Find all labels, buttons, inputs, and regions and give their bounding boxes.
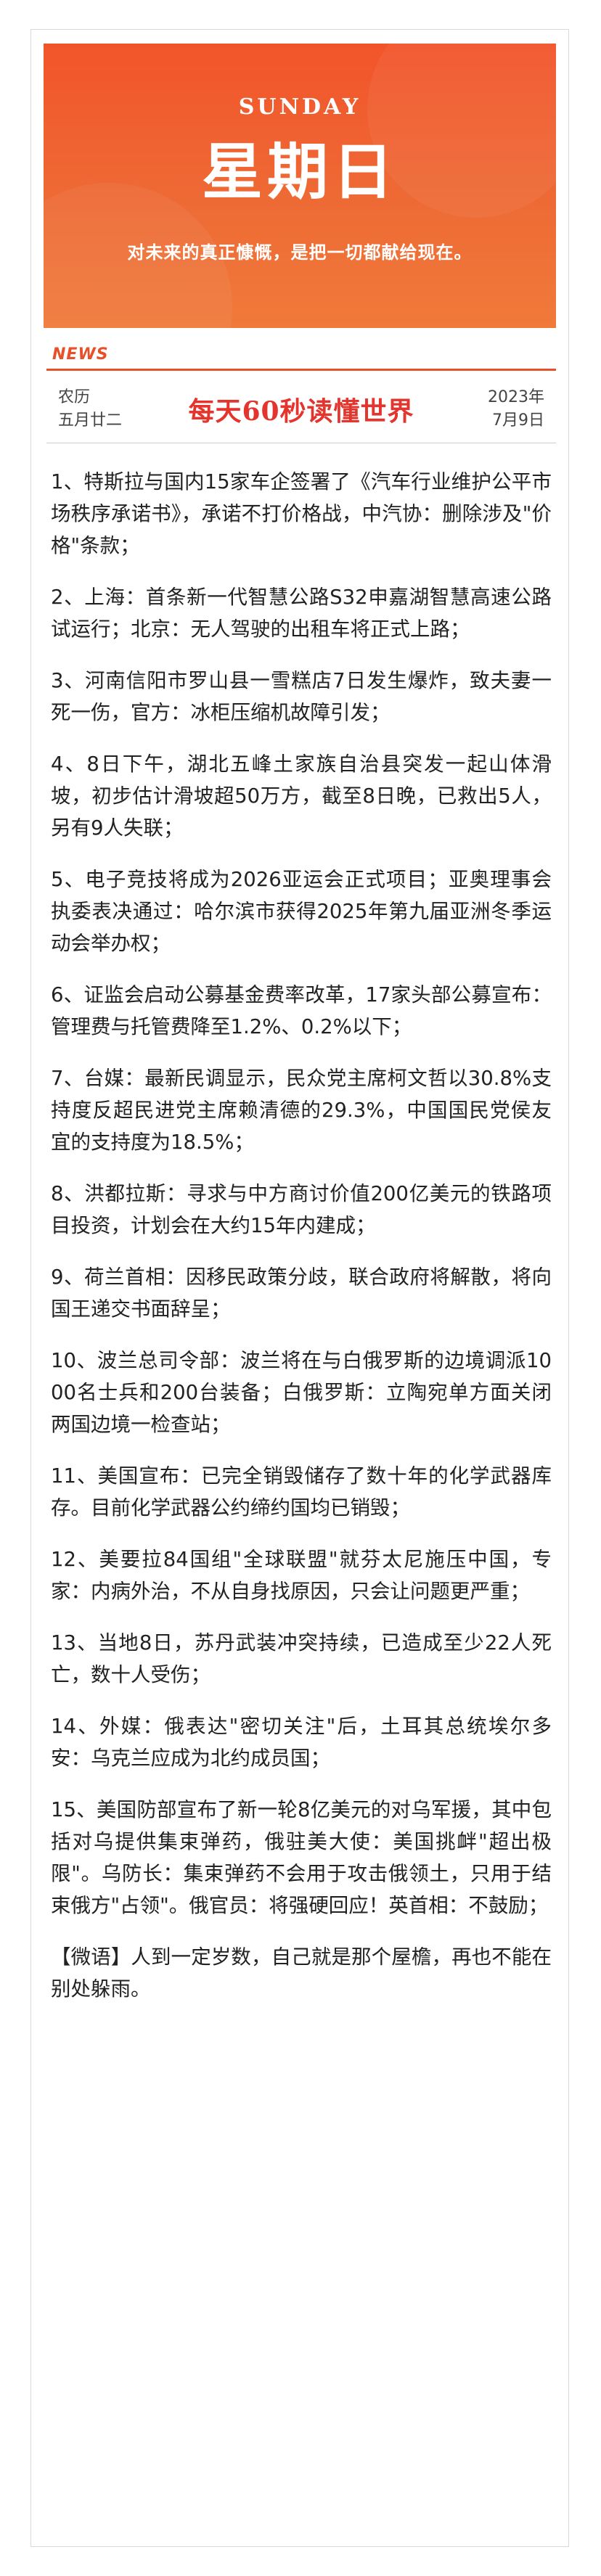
lunar-date: 农历 五月廿二 [58, 386, 122, 432]
news-section-label: NEWS [52, 345, 109, 364]
article-card [30, 29, 569, 2547]
date-year: 2023年 [488, 388, 544, 406]
lunar-label: 农历 [58, 388, 91, 406]
date-month-day: 7月9日 [492, 411, 544, 430]
banner-chinese-day: 星期日 [201, 136, 398, 208]
news-item: 9、荷兰首相：因移民政策分歧，联合政府将解散，将向国王递交书面辞呈； [51, 1266, 552, 1321]
news-item: 12、美要拉84国组"全球联盟"就芬太尼施压中国，专家：内病外治，不从自身找原因… [51, 1548, 552, 1603]
news-item: 6、证监会启动公募基金费率改革，17家头部公募宣布：管理费与托管费降至1.2%、… [51, 983, 552, 1038]
page-headline: 每天60秒读懂世界 [188, 396, 414, 427]
news-item: 10、波兰总司令部：波兰将在与白俄罗斯的边境调派1000名士兵和200台装备；白… [51, 1349, 552, 1436]
news-item: 14、外媒：俄表达"密切关注"后，土耳其总统埃尔多安：乌克兰应成为北约成员国； [51, 1715, 552, 1770]
news-item: 4、8日下午，湖北五峰土家族自治县突发一起山体滑坡，初步估计滑坡超50万方，截至… [51, 752, 552, 840]
news-item: 11、美国宣布：已完全销毁储存了数十年的化学武器库存。目前化学武器公约缔约国均已… [51, 1464, 552, 1519]
news-item: 2、上海：首条新一代智慧公路S32申嘉湖智慧高速公路试运行；北京：无人驾驶的出租… [51, 586, 552, 641]
news-item: 3、河南信阳市罗山县一雪糕店7日发生爆炸，致夫妻一死一伤，官方：冰柜压缩机故障引… [51, 669, 552, 724]
news-item: 5、电子竞技将成为2026亚运会正式项目；亚奥理事会执委表决通过：哈尔滨市获得2… [51, 868, 552, 955]
gregorian-date: 2023年 7月9日 [488, 386, 544, 432]
lunar-day: 五月廿二 [58, 411, 123, 430]
news-list: 1、特斯拉与国内15家车企签署了《汽车行业维护公平市场秩序承诺书》，承诺不打价格… [51, 466, 552, 2005]
banner-motto: 对未来的真正慷慨，是把一切都献给现在。 [127, 242, 473, 263]
date-bar: 农历 五月廿二 每天60秒读懂世界 2023年 7月9日 [46, 372, 556, 441]
banner-english-day: SUNDAY [238, 94, 361, 120]
news-item: 8、洪都拉斯：寻求与中方商讨价值200亿美元的铁路项目投资，计划会在大约15年内… [51, 1182, 552, 1237]
news-item: 7、台媒：最新民调显示，民众党主席柯文哲以30.8%支持度反超民进党主席赖清德的… [51, 1067, 552, 1154]
red-divider [46, 369, 556, 371]
daily-quote: 【微语】人到一定岁数，自己就是那个屋檐，再也不能在别处躲雨。 [51, 1945, 552, 2001]
news-item: 15、美国防部宣布了新一轮8亿美元的对乌军援，其中包括对乌提供集束弹药，俄驻美大… [51, 1798, 552, 1917]
news-item: 13、当地8日，苏丹武装冲突持续，已造成至少22人死亡，数十人受伤； [51, 1631, 552, 1686]
header-banner: SUNDAY 星期日 对未来的真正慷慨，是把一切都献给现在。 [44, 44, 556, 328]
news-item: 1、特斯拉与国内15家车企签署了《汽车行业维护公平市场秩序承诺书》，承诺不打价格… [51, 470, 552, 557]
